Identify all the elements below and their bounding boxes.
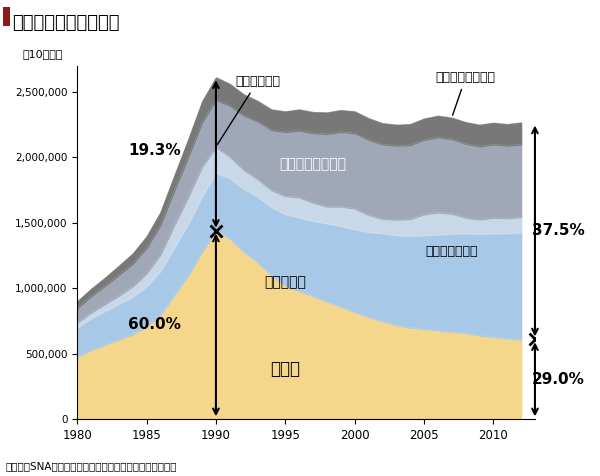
Text: 60.0%: 60.0% — [128, 317, 181, 332]
Text: 19.3%: 19.3% — [128, 143, 181, 158]
Text: （出所）SNAよりフィデリティ退職・投資教育研究所作成: （出所）SNAよりフィデリティ退職・投資教育研究所作成 — [6, 461, 178, 471]
Text: 保険・年金準備金: 保険・年金準備金 — [280, 157, 347, 171]
Text: 日本の個人資産の推移: 日本の個人資産の推移 — [12, 14, 119, 32]
Text: 土　地: 土 地 — [270, 360, 300, 378]
Text: その他の金融商品: その他の金融商品 — [436, 71, 496, 115]
Text: 株式・出資金: 株式・出資金 — [217, 75, 280, 145]
Text: （10億円）: （10億円） — [22, 49, 63, 59]
Text: 株式以外の証券: 株式以外の証券 — [425, 245, 478, 258]
Text: 37.5%: 37.5% — [532, 224, 585, 238]
Text: 現金・預金: 現金・預金 — [265, 275, 306, 289]
Text: 29.0%: 29.0% — [532, 372, 585, 387]
